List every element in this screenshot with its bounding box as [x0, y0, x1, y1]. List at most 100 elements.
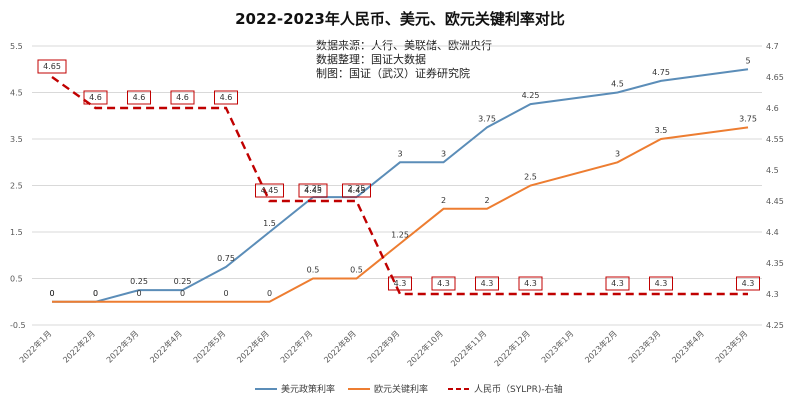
right-tick-label: 4.35	[766, 259, 784, 268]
gridlines	[32, 45, 762, 326]
data-label: 2	[484, 196, 489, 205]
x-tick-label: 2023年3月	[626, 328, 662, 364]
data-label: 2	[441, 196, 446, 205]
x-tick-label: 2022年11月	[448, 328, 488, 368]
data-label: 4.25	[522, 91, 540, 100]
right-tick-label: 4.3	[766, 290, 779, 299]
left-tick-label: 3.5	[10, 135, 23, 144]
data-label: 3	[615, 149, 620, 158]
note-producer: 制图：国证（武汉）证券研究院	[316, 66, 470, 80]
data-label: 3.75	[478, 114, 496, 123]
series-line-2	[52, 126, 749, 303]
data-label: 4.6	[176, 93, 189, 102]
label-box	[518, 276, 543, 291]
data-label: 0.25	[174, 277, 192, 286]
data-label: 3	[397, 149, 402, 158]
data-label: 3.5	[655, 126, 668, 135]
x-tick-label: 2022年5月	[191, 328, 227, 364]
legend-label: 美元政策利率	[281, 383, 335, 395]
data-label: 4.3	[655, 279, 668, 288]
data-label: 3	[441, 149, 446, 158]
note-compiler: 数据整理：国证大数据	[316, 52, 426, 66]
data-label: 0.75	[217, 254, 235, 263]
data-label: 2.25	[304, 184, 322, 193]
data-label: 4.3	[611, 279, 624, 288]
left-tick-label: 4.5	[10, 89, 23, 98]
data-label: 0	[136, 289, 141, 298]
left-tick-label: 5.5	[10, 42, 23, 51]
x-tick-label: 2022年6月	[235, 328, 271, 364]
label-box	[37, 59, 67, 74]
right-tick-label: 4.55	[766, 135, 784, 144]
label-box	[170, 90, 195, 105]
data-label: 0	[49, 289, 54, 298]
x-tick-label: 2023年2月	[583, 328, 619, 364]
right-tick-label: 4.5	[766, 166, 779, 175]
label-box	[736, 276, 760, 291]
data-label: 4.45	[348, 186, 366, 195]
right-tick-label: 4.7	[766, 42, 779, 51]
left-tick-label: -0.5	[10, 321, 26, 330]
label-box	[649, 276, 673, 291]
x-tick-label: 2023年1月	[539, 328, 575, 364]
series-line-3	[51, 76, 748, 296]
data-label: 0.25	[130, 277, 148, 286]
data-label: 0	[93, 289, 98, 298]
label-box	[127, 90, 151, 105]
data-label: 4.3	[481, 279, 494, 288]
data-label: 4.65	[43, 62, 61, 71]
legend-label: 人民币（SYLPR)-右轴	[474, 383, 563, 395]
x-tick-label: 2022年8月	[322, 328, 358, 364]
label-box	[475, 276, 499, 291]
data-label: 0.5	[350, 266, 363, 275]
data-label: 0	[267, 289, 272, 298]
data-label: 4.3	[394, 279, 407, 288]
right-tick-label: 4.6	[766, 104, 779, 113]
x-tick-label: 2022年3月	[104, 328, 140, 364]
left-axis: -0.5 0.5 1.5 2.5 3.5 4.5 5.5	[10, 42, 26, 330]
label-box	[214, 90, 238, 105]
data-label: 4.75	[652, 68, 670, 77]
data-label: 0	[93, 289, 98, 298]
data-label: 4.6	[220, 93, 233, 102]
data-label: 0	[223, 289, 228, 298]
data-label: 4.6	[133, 93, 146, 102]
label-box	[255, 183, 284, 198]
label-box	[388, 276, 412, 291]
data-label: 0.5	[307, 266, 320, 275]
x-tick-label: 2022年1月	[17, 328, 53, 364]
x-tick-label: 2023年4月	[670, 328, 706, 364]
right-axis: 4.25 4.3 4.35 4.4 4.45 4.5 4.55 4.6 4.65 4.7	[766, 42, 784, 330]
label-box	[605, 276, 630, 291]
data-label: 4.3	[524, 279, 537, 288]
x-axis: 2022年1月 2022年2月 2022年3月 2022年4月 2022年5月 2022年…	[17, 328, 749, 368]
label-box	[83, 90, 108, 105]
data-label: 4.6	[89, 93, 102, 102]
data-label: 0	[49, 289, 54, 298]
x-tick-label: 2022年4月	[148, 328, 184, 364]
data-label: 4.3	[742, 279, 755, 288]
label-box	[298, 183, 328, 198]
x-tick-label: 2023年5月	[713, 328, 749, 364]
data-label: 1.5	[263, 219, 276, 228]
data-label: 1.25	[391, 231, 409, 240]
data-label: 3.75	[739, 114, 757, 123]
data-label: 4.5	[611, 80, 624, 89]
right-tick-label: 4.45	[766, 197, 784, 206]
data-labels: 0 0 0.25 0.25 0.75 1.5 2.25 2.25 3 3 3.75 4.25 4.5 4.…	[37, 56, 760, 298]
x-tick-label: 2022年12月	[492, 328, 532, 368]
x-tick-label: 2022年9月	[365, 328, 401, 364]
label-box	[431, 276, 456, 291]
right-tick-label: 4.25	[766, 321, 784, 330]
x-tick-label: 2022年10月	[405, 328, 445, 368]
label-box	[342, 183, 371, 198]
right-tick-label: 4.4	[766, 228, 779, 237]
x-tick-label: 2022年2月	[61, 328, 97, 364]
data-label: 4.45	[304, 186, 322, 195]
data-label: 4.3	[437, 279, 450, 288]
legend-label: 欧元关键利率	[374, 383, 428, 395]
left-tick-label: 2.5	[10, 182, 23, 191]
x-tick-label: 2022年7月	[278, 328, 314, 364]
left-tick-label: 1.5	[10, 228, 23, 237]
